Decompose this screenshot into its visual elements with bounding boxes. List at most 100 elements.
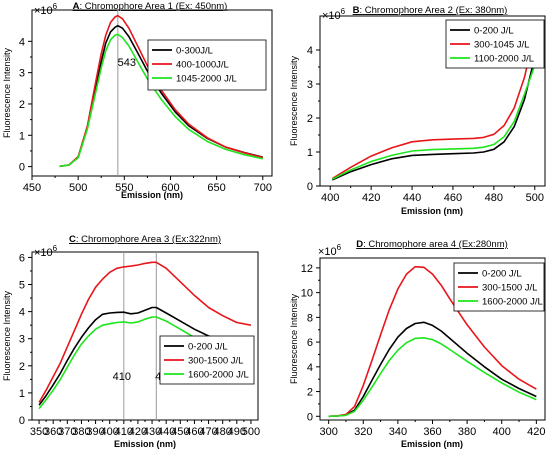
x-tick-label: 490 [228, 426, 246, 438]
x-tick-label: 470 [199, 426, 217, 438]
y-multiplier-exp: 6 [53, 244, 58, 253]
panel-a: 450 500 550 600 650 700 0 1 2 3 4 Emission (nm) Fluo… [2, 1, 273, 200]
y-tick-label: 8 [307, 312, 313, 324]
y-tick-label: 4 [19, 307, 25, 319]
y-tick-label: 10 [301, 288, 313, 300]
x-tick-label: 460 [444, 192, 462, 204]
x-tick-label: 440 [403, 192, 421, 204]
x-tick-label: 370 [58, 426, 76, 438]
y-tick-label: 4 [307, 362, 313, 374]
x-tick-label: 450 [171, 426, 189, 438]
y-axis-label: Fluorescence Intensity [289, 55, 299, 146]
y-axis-label: Fluorescence Intensity [289, 293, 299, 384]
series-line-3 [59, 33, 263, 168]
x-tick-label: 380 [72, 426, 90, 438]
x-tick-label: 460 [185, 426, 203, 438]
y-tick-label: 1 [19, 388, 25, 400]
y-tick-label: 5 [19, 280, 25, 292]
x-tick-label: 480 [485, 192, 503, 204]
y-axis-label: Fluorescence Intensity [2, 290, 12, 381]
legend-label: 0-200 J/L [188, 342, 228, 353]
x-tick-label: 500 [242, 426, 260, 438]
series-line-2 [328, 265, 537, 418]
panel-title-letter: B [353, 5, 360, 16]
legend-label: 300-1045 J/L [474, 40, 529, 51]
legend-label: 1100-2000 J/L [474, 54, 534, 65]
panel-d: 300 320 340 360 380 400 420 0 2 4 6 8 10 12 Emission (… [289, 239, 546, 449]
y-tick-label: 0 [19, 162, 25, 174]
x-tick-label: 360 [423, 426, 441, 438]
x-tick-label: 420 [362, 192, 380, 204]
x-tick-label: 420 [129, 426, 147, 438]
y-multiplier: ×106 [318, 243, 342, 258]
series-line-2 [331, 32, 536, 180]
x-tick-label: 550 [115, 182, 133, 194]
x-tick-label: 340 [389, 426, 407, 438]
legend-label: 0-200 J/L [474, 26, 514, 37]
legend-label: 1600-2000 J/L [188, 370, 249, 381]
y-tick-label: 6 [19, 252, 25, 264]
series-line-3 [328, 337, 537, 418]
legend-label: 1045-2000 J/L [176, 74, 237, 85]
x-tick-label: 300 [319, 426, 337, 438]
y-multiplier-base: ×10 [318, 246, 337, 258]
y-tick-label: 0 [307, 181, 313, 193]
x-tick-label: 410 [115, 426, 133, 438]
x-tick-label: 500 [526, 192, 544, 204]
series-line-2 [38, 261, 252, 403]
x-tick-label: 390 [86, 426, 104, 438]
x-tick-label: 400 [321, 192, 339, 204]
plot-frame [31, 9, 273, 177]
y-multiplier-exp: 6 [341, 7, 346, 16]
x-tick-label: 360 [44, 426, 62, 438]
y-tick-label: 0 [307, 411, 313, 423]
x-tick-label: 650 [207, 182, 225, 194]
panel-title-letter: A [73, 1, 80, 12]
legend-label: 400-1000J/L [176, 60, 229, 71]
legend: 0-300J/L 400-1000J/L 1045-2000 J/L [147, 39, 267, 91]
x-tick-label: 350 [30, 426, 48, 438]
x-axis-label: Emission (nm) [114, 439, 176, 449]
legend-box [147, 39, 267, 91]
y-tick-label: 6 [307, 337, 313, 349]
y-multiplier: ×106 [34, 2, 58, 17]
y-multiplier-base: ×10 [34, 247, 53, 259]
x-tick-label: 320 [354, 426, 372, 438]
legend-label: 1600-2000 J/L [482, 297, 543, 308]
x-axis-label: Emission (nm) [121, 190, 183, 200]
y-multiplier-exp: 6 [337, 243, 342, 252]
legend-label: 300-1500 J/L [482, 283, 537, 294]
series-line-1 [38, 306, 251, 406]
x-tick-label: 450 [23, 182, 41, 194]
y-tick-label: 0 [19, 415, 25, 427]
series-line-1 [331, 56, 536, 181]
panel-title: D: Chromophore area 4 (Ex:280nm) [356, 239, 508, 250]
y-multiplier-base: ×10 [34, 5, 53, 17]
x-axis-label: Emission (nm) [401, 439, 463, 449]
y-tick-label: 12 [301, 263, 313, 275]
x-tick-label: 400 [493, 426, 511, 438]
y-axis-label: Fluorescence Intensity [2, 47, 12, 138]
panel-title-text: : Chromophore Area 2 (Ex: 380nm) [360, 5, 508, 16]
x-tick-label: 440 [157, 426, 175, 438]
panel-title: B: Chromophore Area 2 (Ex: 380nm) [353, 5, 508, 16]
x-axis-label: Emission (nm) [401, 206, 463, 216]
legend-label: 300-1500 J/L [188, 356, 243, 367]
x-tick-label: 420 [527, 426, 545, 438]
y-tick-label: 2 [307, 387, 313, 399]
series-line-3 [331, 65, 536, 180]
series-line-2 [59, 14, 263, 168]
y-multiplier-base: ×10 [322, 10, 341, 22]
panel-c: 3503603703803904004104204304404504604704… [2, 234, 260, 449]
panel-title: C: Chromophore Area 3 (Ex:322nm) [69, 234, 221, 245]
y-tick-label: 2 [307, 113, 313, 125]
legend: 0-200 J/L 300-1045 J/L 1100-2000 J/L [445, 19, 545, 69]
legend: 0-200 J/L 300-1500 J/L 1600-2000 J/L [159, 335, 255, 385]
y-multiplier: ×106 [34, 244, 58, 259]
panel-title-text: : Chromophore Area 1 (Ex: 450nm) [80, 1, 228, 12]
y-tick-label: 1 [307, 147, 313, 159]
x-tick-label: 500 [69, 182, 87, 194]
y-tick-label: 3 [19, 334, 25, 346]
panel-title-text: : Chromophore area 4 (Ex:280nm) [363, 239, 508, 250]
y-multiplier-exp: 6 [53, 2, 58, 11]
